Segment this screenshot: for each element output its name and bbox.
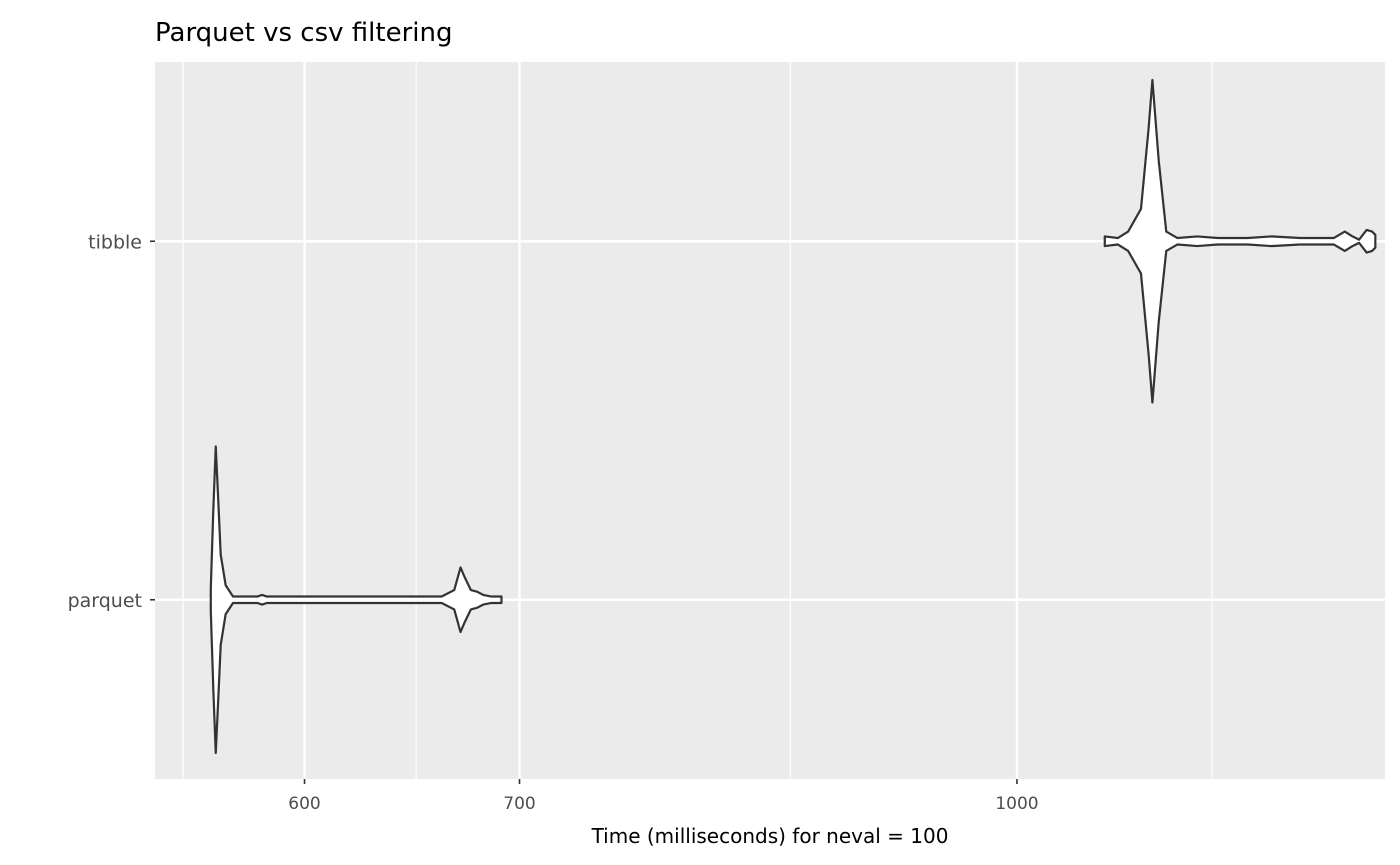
x-tick-label: 1000 bbox=[995, 794, 1038, 814]
x-axis-label: Time (milliseconds) for neval = 100 bbox=[591, 824, 949, 848]
violins bbox=[209, 78, 1377, 755]
plot-panel bbox=[155, 62, 1385, 779]
x-axis: 600 700 1000 bbox=[288, 779, 1039, 814]
x-tick-label: 600 bbox=[288, 794, 320, 814]
y-axis: parquet tibble bbox=[68, 231, 155, 612]
minor-gridlines bbox=[182, 62, 1213, 779]
y-tick-label-parquet: parquet bbox=[68, 590, 142, 612]
y-tick-label-tibble: tibble bbox=[88, 231, 142, 253]
violin-parquet bbox=[209, 445, 503, 755]
violin-tibble bbox=[1103, 78, 1377, 404]
x-tick-label: 700 bbox=[503, 794, 535, 814]
chart-title: Parquet vs csv filtering bbox=[155, 18, 453, 48]
